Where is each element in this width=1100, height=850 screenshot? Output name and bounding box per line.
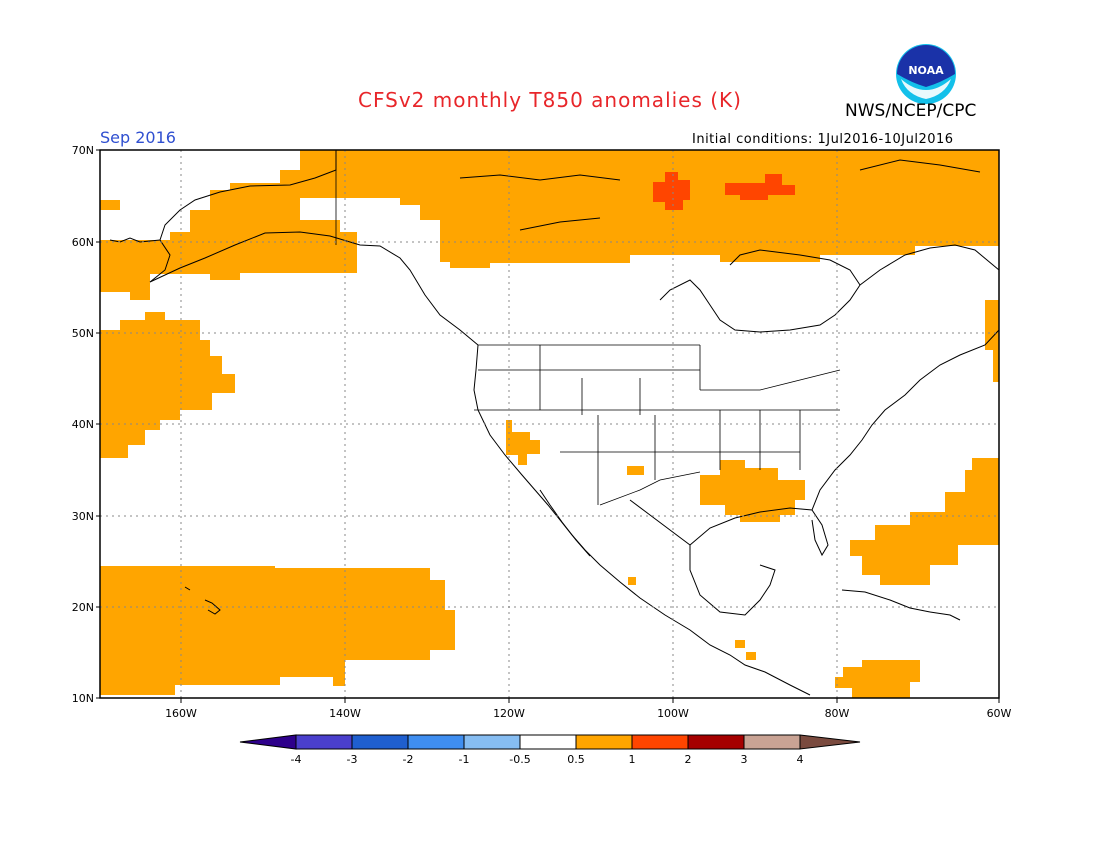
map-title: CFSv2 monthly T850 anomalies (K) [358,88,742,112]
colorbar-label: 0.5 [567,753,585,766]
colorbar-segment [743,734,801,750]
coastlines [109,150,1000,696]
political-borders [335,150,841,506]
colorbar-segment [351,734,409,750]
strong-warm-anomaly-regions [653,172,795,210]
colorbar-segment [631,734,689,750]
lat-label-40n: 40N [72,418,94,431]
lon-label-140w: 140W [329,707,361,720]
colorbar-label: -3 [347,753,358,766]
lat-label-70n: 70N [72,144,94,157]
lat-label-20n: 20N [72,601,94,614]
colorbar-label: -4 [291,753,302,766]
lat-label-30n: 30N [72,510,94,523]
colorbar-segment [295,734,353,750]
lat-label-60n: 60N [72,236,94,249]
colorbar-label: -0.5 [509,753,530,766]
colorbar-label: 1 [629,753,636,766]
noaa-logo-text: NOAA [908,64,944,77]
colorbar-label: 4 [797,753,804,766]
agency-label: NWS/NCEP/CPC [845,101,977,121]
colorbar-segment [519,734,577,750]
lon-label-80w: 80W [825,707,850,720]
colorbar [239,734,861,750]
noaa-logo: NOAA [895,43,957,105]
lat-label-50n: 50N [72,327,94,340]
graticule [100,150,999,698]
initial-conditions-label: Initial conditions: 1Jul2016-10Jul2016 [692,132,954,147]
lat-label-10n: 10N [72,692,94,705]
lon-label-60w: 60W [987,707,1012,720]
colorbar-label: 3 [741,753,748,766]
colorbar-arrow-high [799,734,861,750]
colorbar-label: 2 [685,753,692,766]
colorbar-segment [687,734,745,750]
warm-anomaly-regions [100,150,999,698]
colorbar-label: -1 [459,753,470,766]
colorbar-segment [407,734,465,750]
colorbar-label: -2 [403,753,414,766]
colorbar-segment [463,734,521,750]
lon-label-160w: 160W [165,707,197,720]
valid-month-label: Sep 2016 [100,128,176,147]
lon-label-100w: 100W [657,707,689,720]
lon-label-120w: 120W [493,707,525,720]
colorbar-arrow-low [239,734,297,750]
colorbar-segment [575,734,633,750]
